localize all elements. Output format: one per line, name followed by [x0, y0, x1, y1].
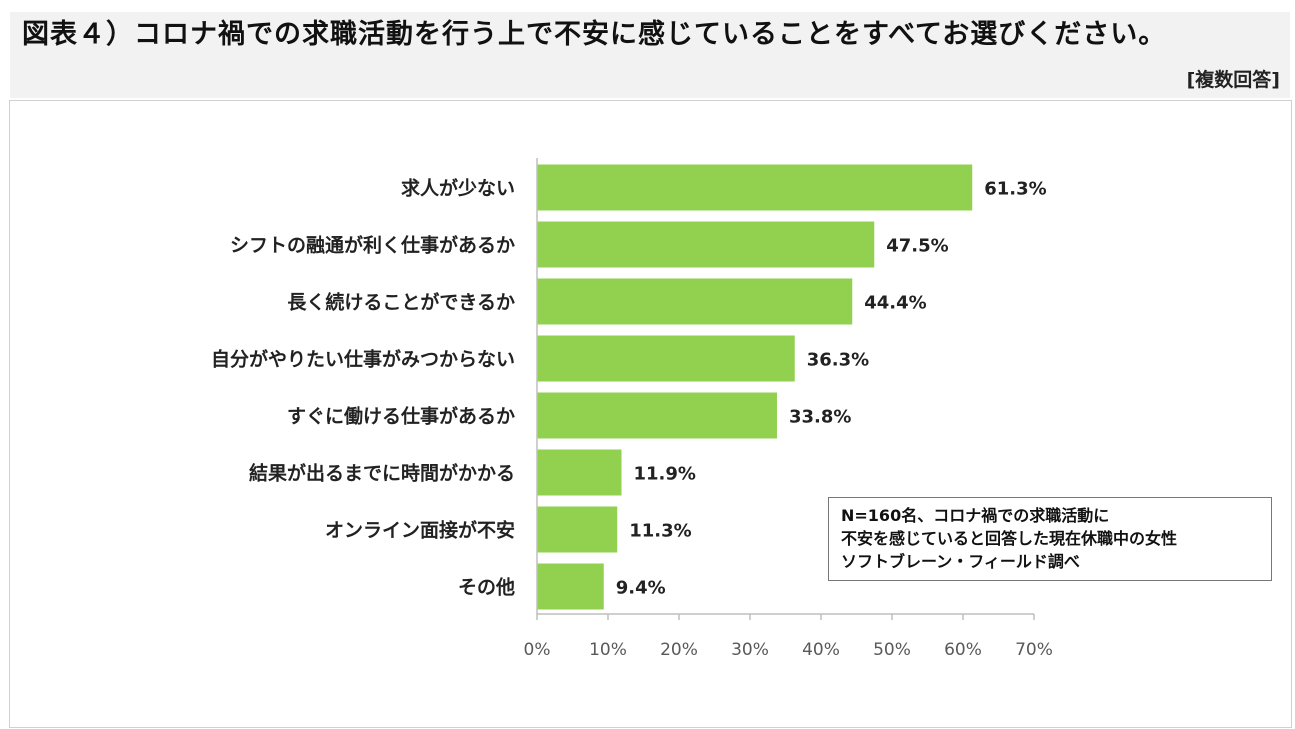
category-label: 求人が少ない — [401, 177, 515, 200]
bar — [537, 506, 618, 553]
chart-frame — [9, 100, 1292, 728]
category-label: オンライン面接が不安 — [325, 519, 515, 542]
annotation-line: ソフトブレーン・フィールド調べ — [841, 552, 1080, 571]
bar — [537, 278, 853, 325]
bar — [537, 563, 604, 610]
category-label: すぐに働ける仕事があるか — [287, 405, 515, 428]
x-tick-label: 20% — [660, 640, 698, 660]
category-label: 長く続けることができるか — [287, 291, 515, 314]
data-label: 11.9% — [633, 464, 695, 485]
chart-subtitle: [複数回答] — [1186, 69, 1280, 91]
data-label: 33.8% — [789, 407, 851, 428]
x-tick-label: 70% — [1015, 640, 1053, 660]
x-tick-label: 0% — [524, 640, 551, 660]
bar — [537, 392, 777, 439]
title-bar: 図表４）コロナ禍での求職活動を行う上で不安に感じていることをすべてお選びください… — [10, 12, 1290, 98]
bar — [537, 335, 795, 382]
x-tick-label: 60% — [944, 640, 982, 660]
x-tick-label: 40% — [802, 640, 840, 660]
x-tick-label: 10% — [589, 640, 627, 660]
bar — [537, 221, 875, 268]
category-label: シフトの融通が利く仕事があるか — [230, 234, 515, 257]
chart-title: 図表４）コロナ禍での求職活動を行う上で不安に感じていることをすべてお選びください… — [22, 19, 1167, 50]
bar — [537, 164, 973, 211]
x-tick-label: 50% — [873, 640, 911, 660]
bar — [537, 449, 622, 496]
category-label: 結果が出るまでに時間がかかる — [249, 462, 515, 485]
annotation-line: 不安を感じていると回答した現在休職中の女性 — [841, 529, 1178, 548]
category-label: 自分がやりたい仕事がみつからない — [211, 348, 515, 371]
x-tick-label: 30% — [731, 640, 769, 660]
category-label: その他 — [458, 576, 515, 599]
annotation-line: N=160名、コロナ禍での求職活動に — [841, 506, 1110, 525]
data-label: 9.4% — [616, 578, 666, 599]
data-label: 36.3% — [807, 350, 869, 371]
data-label: 11.3% — [629, 521, 691, 542]
data-label: 61.3% — [984, 179, 1046, 200]
annotation-box: N=160名、コロナ禍での求職活動に 不安を感じていると回答した現在休職中の女性… — [828, 497, 1272, 581]
data-label: 44.4% — [864, 293, 926, 314]
data-label: 47.5% — [886, 236, 948, 257]
